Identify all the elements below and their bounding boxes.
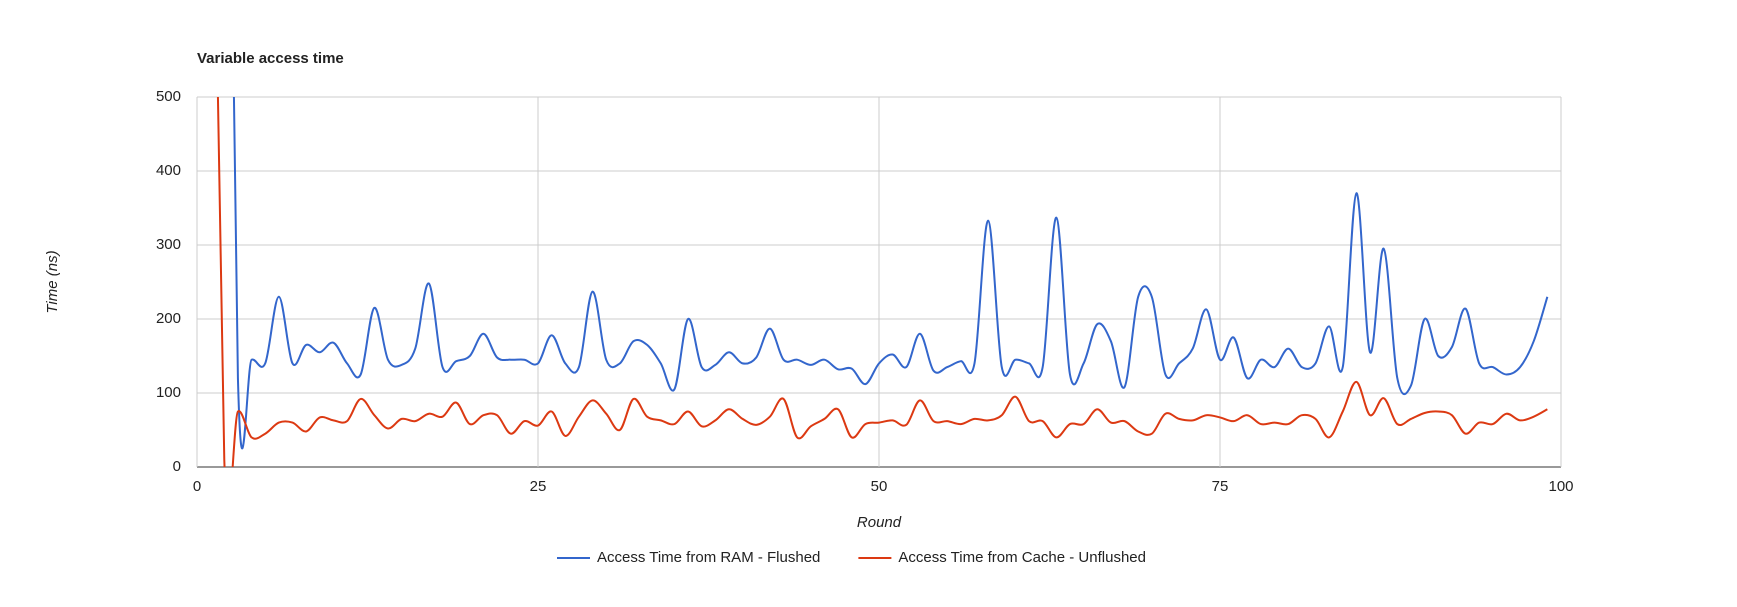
legend-label: Access Time from RAM - Flushed <box>597 549 820 566</box>
plot-area <box>216 97 1549 467</box>
x-tick-label: 0 <box>193 478 201 495</box>
y-tick-label: 100 <box>156 384 181 401</box>
y-tick-label: 400 <box>156 162 181 179</box>
y-axis-label: Time (ns) <box>44 250 61 313</box>
y-tick-label: 500 <box>156 88 181 105</box>
x-axis-label: Round <box>857 514 902 531</box>
x-tick-label: 100 <box>1548 478 1573 495</box>
series-line <box>216 97 1548 467</box>
chart-title: Variable access time <box>197 50 344 67</box>
legend-label: Access Time from Cache - Unflushed <box>898 549 1146 566</box>
x-tick-label: 50 <box>871 478 888 495</box>
series-line <box>232 97 1549 450</box>
y-tick-label: 0 <box>173 458 181 475</box>
y-tick-label: 200 <box>156 310 181 327</box>
x-tick-label: 75 <box>1212 478 1229 495</box>
x-tick-label: 25 <box>530 478 547 495</box>
y-tick-label: 300 <box>156 236 181 253</box>
